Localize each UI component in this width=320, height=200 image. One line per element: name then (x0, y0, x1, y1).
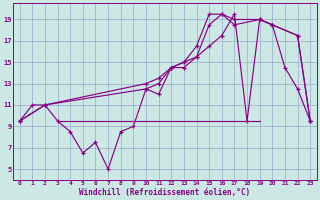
X-axis label: Windchill (Refroidissement éolien,°C): Windchill (Refroidissement éolien,°C) (79, 188, 251, 197)
